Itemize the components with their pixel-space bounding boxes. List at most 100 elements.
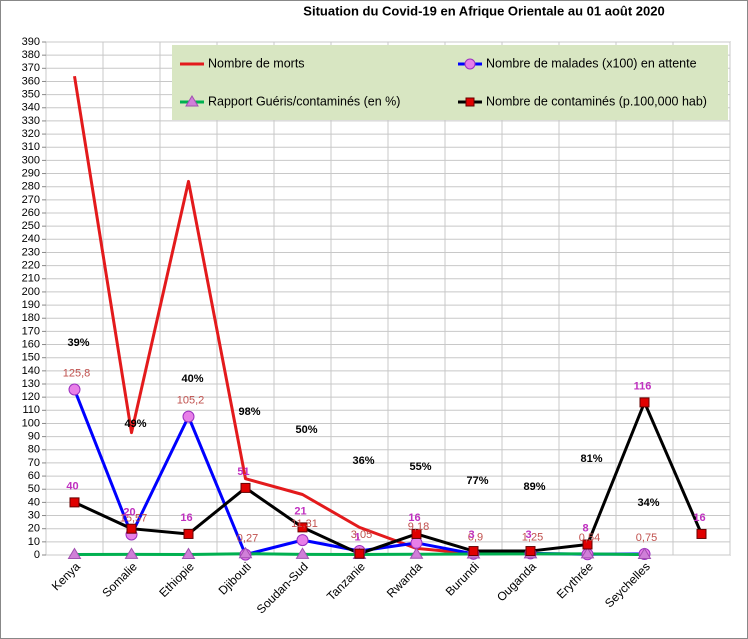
y-tick-label: 380 (22, 49, 40, 61)
point (525, 546, 536, 557)
y-tick-label: 70 (28, 457, 40, 469)
data-label: 1,25 (522, 531, 543, 543)
y-tick-label: 240 (22, 233, 40, 245)
data-label: 9,18 (408, 521, 429, 533)
data-label: 3 (525, 529, 531, 541)
y-tick-label: 130 (22, 378, 40, 390)
y-tick-label: 120 (22, 391, 40, 403)
data-label: 39% (67, 337, 89, 349)
series-line (73, 400, 703, 556)
y-tick-label: 330 (22, 115, 40, 127)
point (637, 547, 652, 560)
y-tick-label: 210 (22, 273, 40, 285)
y-tick-label: 350 (22, 89, 40, 101)
y-tick-label: 370 (22, 62, 40, 74)
y-tick-label: 200 (22, 286, 40, 298)
marks (67, 75, 707, 561)
point (182, 410, 195, 423)
point (468, 546, 479, 557)
data-label: 20 (123, 507, 135, 519)
data-label: 116 (634, 380, 652, 392)
point (696, 528, 707, 539)
point (296, 534, 309, 547)
data-label: 55% (409, 461, 431, 473)
y-tick-label: 100 (22, 417, 40, 429)
y-tick-label: 270 (22, 194, 40, 206)
point (67, 547, 82, 559)
point (238, 546, 253, 559)
y-tick-label: 190 (22, 299, 40, 311)
y-tick-label: 20 (28, 523, 40, 535)
data-label: 98% (238, 406, 260, 418)
y-tick-label: 140 (22, 365, 40, 377)
point (411, 528, 422, 539)
y-tick-label: 260 (22, 207, 40, 219)
y-tick-label: 90 (28, 431, 40, 443)
y-tick-label: 60 (28, 470, 40, 482)
data-label: 49% (124, 418, 146, 430)
point (580, 546, 595, 559)
data-label: 89% (523, 481, 545, 493)
point (582, 539, 593, 550)
data-label: 3,05 (351, 529, 372, 541)
y-tick-label: 290 (22, 167, 40, 179)
point (240, 482, 251, 493)
y-tick-label: 180 (22, 312, 40, 324)
data-label: 77% (466, 475, 488, 487)
point (68, 383, 81, 396)
data-label: 0,27 (237, 533, 258, 545)
y-tick-label: 50 (28, 483, 40, 495)
data-label: 36% (352, 455, 374, 467)
point (183, 528, 194, 539)
y-tick-label: 150 (22, 352, 40, 364)
legend-label: Rapport Guéris/contaminés (en %) (208, 94, 400, 108)
y-tick-label: 220 (22, 260, 40, 272)
y-tick-label: 110 (22, 404, 40, 416)
data-label: 16 (408, 512, 420, 524)
y-tick-label: 300 (22, 154, 40, 166)
data-label: 50% (295, 424, 317, 436)
data-label: 21 (294, 505, 306, 517)
data-label: 34% (637, 497, 659, 509)
y-tick-label: 340 (22, 102, 40, 114)
point (297, 522, 308, 533)
data-label: 105,2 (177, 395, 205, 407)
data-label: 40% (181, 373, 203, 385)
data-label: 3 (468, 529, 474, 541)
data-label: 16 (693, 512, 705, 524)
y-tick-label: 160 (22, 338, 40, 350)
y-tick-label: 40 (28, 496, 40, 508)
y-tick-label: 230 (22, 246, 40, 258)
y-tick-label: 30 (28, 509, 40, 521)
data-label: 0,9 (468, 532, 483, 544)
data-label: 8 (582, 522, 588, 534)
legend-box (172, 45, 728, 120)
y-tick-label: 320 (22, 128, 40, 140)
y-tick-label: 310 (22, 141, 40, 153)
data-label: 81% (580, 453, 602, 465)
data-label: 1 (354, 532, 360, 544)
y-tick-label: 390 (22, 36, 40, 48)
legend-label: Nombre de contaminés (p.100,000 hab) (486, 94, 707, 108)
data-label: 0,54 (579, 532, 600, 544)
data-label: 11,31 (291, 518, 318, 530)
data-label: 16 (180, 512, 192, 524)
legend-marker (464, 58, 476, 70)
data-label: 40 (66, 480, 78, 492)
point (354, 548, 365, 559)
y-tick-label: 0 (34, 549, 40, 561)
legend-label: Nombre de malades (x100) en attente (486, 56, 697, 70)
legend-marker (185, 95, 199, 107)
point (410, 536, 423, 549)
chart-title: Situation du Covid-19 en Afrique Orienta… (303, 3, 664, 18)
y-tick-label: 170 (22, 325, 40, 337)
data-label: 0,75 (636, 532, 657, 544)
y-tick-label: 80 (28, 444, 40, 456)
point (126, 523, 137, 534)
y-tick-label: 10 (28, 536, 40, 548)
point (409, 547, 424, 559)
point (295, 547, 310, 559)
data-label: 51 (237, 466, 249, 478)
data-label: 15,57 (120, 512, 148, 524)
